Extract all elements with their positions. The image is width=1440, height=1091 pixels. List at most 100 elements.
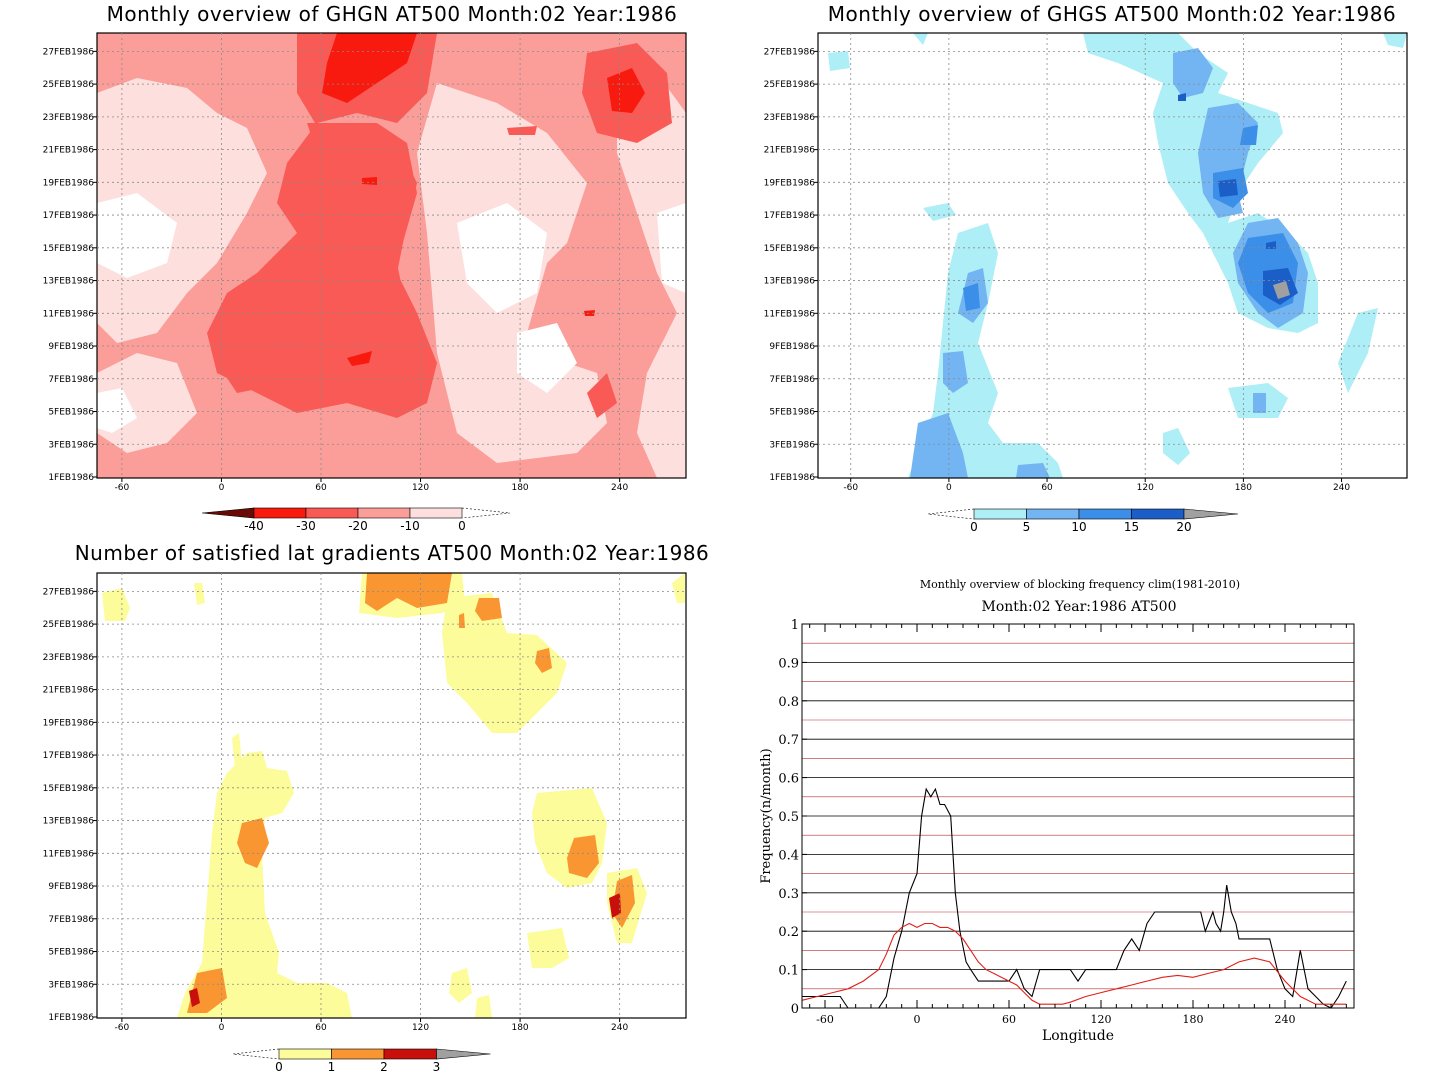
- freq-x-tick-label: 120: [1091, 1013, 1112, 1026]
- gradients-colorbar-swatch: [331, 1048, 385, 1060]
- freq-y-tick-label: 0.5: [778, 810, 799, 825]
- freq-y-tick-label: 1: [791, 618, 799, 633]
- gradients-region-one: [194, 583, 205, 605]
- ghgn-y-tick-label: 5FEB1986: [48, 408, 94, 418]
- ghgn-colorbar-label: -20: [348, 519, 368, 533]
- gradients-y-tick-label: 25FEB1986: [43, 620, 95, 630]
- freq-y-tick-label: 0.7: [778, 733, 799, 748]
- gradients-x-tick-label: -60: [115, 1023, 130, 1033]
- ghgn-region-medium: [297, 123, 427, 403]
- gradients-colorbar-upper-extension: [436, 1048, 491, 1060]
- ghgs-frame: [817, 32, 1408, 479]
- gradients-y-tick-label: 13FEB1986: [43, 817, 95, 827]
- ghgn-region-medium: [227, 373, 262, 393]
- ghgn-region-medium: [587, 373, 617, 418]
- ghgn-colorbar-label: -10: [400, 519, 420, 533]
- ghgs-y-tick-label: 25FEB1986: [764, 80, 816, 90]
- ghgn-x-ticks: -60 0 60 120 180 240: [115, 478, 628, 493]
- gradients-x-tick-label: 120: [412, 1023, 429, 1033]
- gradients-colorbar-label: 1: [328, 1060, 336, 1074]
- ghgs-region-mid: [1240, 125, 1258, 145]
- ghgn-y-tick-label: 13FEB1986: [43, 277, 95, 287]
- ghgn-region-white: [97, 388, 137, 433]
- gradients-region-two: [475, 598, 502, 621]
- gradients-region-two: [567, 835, 599, 878]
- ghgs-region-dark: [1218, 179, 1238, 197]
- ghgs-y-tick-label: 13FEB1986: [764, 277, 816, 287]
- ghgn-colorbar-label: -40: [244, 519, 264, 533]
- ghgs-y-tick-label: 19FEB1986: [764, 178, 816, 188]
- gradients-region-one: [475, 995, 492, 1018]
- ghgs-colorbar-lower-extension: [927, 508, 975, 520]
- ghgn-colorbar: -40 -30 -20 -10 0: [201, 507, 511, 533]
- freq-subtitle: Month:02 Year:1986 AT500: [982, 599, 1177, 615]
- gradients-region-one: [442, 593, 567, 733]
- gradients-colorbar-label: 3: [433, 1060, 441, 1074]
- gradients-y-tick-label: 3FEB1986: [48, 980, 94, 990]
- ghgn-plot-area: [97, 33, 686, 478]
- ghgs-x-tick-label: 240: [1333, 483, 1350, 493]
- ghgs-y-tick-label: 9FEB1986: [769, 342, 815, 352]
- ghgs-x-tick-label: -60: [843, 483, 858, 493]
- ghgs-region-dark: [1178, 93, 1186, 101]
- ghgs-region-lightest: [1163, 428, 1190, 465]
- ghgn-x-tick-label: 180: [511, 483, 528, 493]
- ghgn-region-dark: [362, 177, 377, 185]
- ghgs-region-mid: [963, 283, 980, 311]
- freq-x-tick-label: 240: [1275, 1013, 1296, 1026]
- gradients-y-tick-label: 5FEB1986: [48, 948, 94, 958]
- ghgn-y-tick-label: 3FEB1986: [48, 440, 94, 450]
- ghgn-y-tick-label: 1FEB1986: [48, 473, 94, 483]
- ghgn-colorbar-label: -30: [296, 519, 316, 533]
- ghgn-region-white: [457, 203, 547, 313]
- ghgn-region-dark: [322, 33, 417, 103]
- ghgs-plot-area: [818, 33, 1407, 478]
- gradients-y-tick-label: 21FEB1986: [43, 686, 95, 696]
- ghgn-region-dark: [607, 68, 645, 113]
- ghgs-y-tick-label: 11FEB1986: [764, 309, 816, 319]
- ghgs-y-tick-label: 3FEB1986: [769, 440, 815, 450]
- gradients-x-tick-label: 240: [611, 1023, 628, 1033]
- ghgs-region-light: [943, 351, 968, 393]
- ghgn-region-light: [617, 73, 686, 478]
- freq-grid: [802, 642, 1354, 990]
- ghgn-colorbar-swatch: [253, 507, 307, 519]
- freq-y-ticks: 0 0.1 0.2 0.3 0.4 0.5 0.6 0.7 0.8 0.9 1: [778, 618, 807, 1017]
- ghgs-region-lightest: [1338, 308, 1378, 393]
- ghgs-region-max: [1273, 281, 1290, 299]
- ghgn-contours: [97, 33, 686, 478]
- ghgs-region-light: [1173, 48, 1213, 98]
- freq-x-tick-label: 0: [914, 1013, 921, 1026]
- ghgs-region-light: [1016, 463, 1050, 478]
- gradients-region-three: [609, 893, 621, 918]
- ghgn-x-tick-label: 0: [219, 483, 225, 493]
- ghgs-x-tick-label: 60: [1041, 483, 1053, 493]
- gradients-frame: [96, 572, 687, 1019]
- ghgs-colorbar-label: 15: [1124, 520, 1139, 534]
- ghgs-title: Monthly overview of GHGS AT500 Month:02 …: [828, 2, 1396, 26]
- ghgn-region-light: [97, 78, 267, 343]
- ghgs-x-tick-label: 120: [1137, 483, 1154, 493]
- panel-blocking-frequency: Monthly overview of blocking frequency c…: [759, 578, 1355, 1044]
- freq-line-black: [802, 787, 1347, 1009]
- gradients-region-three: [189, 988, 200, 1007]
- ghgn-colorbar-label: 0: [458, 519, 466, 533]
- ghgs-colorbar-label: 20: [1176, 520, 1191, 534]
- ghgn-colorbar-upper-extension: [461, 507, 511, 519]
- ghgs-colorbar-label: 10: [1071, 520, 1086, 534]
- gradients-y-tick-label: 7FEB1986: [48, 915, 94, 925]
- gradients-y-tick-label: 15FEB1986: [43, 784, 95, 794]
- ghgn-title: Monthly overview of GHGN AT500 Month:02 …: [107, 2, 678, 26]
- ghgn-y-tick-label: 25FEB1986: [43, 80, 95, 90]
- ghgs-region-light: [1253, 393, 1266, 413]
- panel-ghgs: Monthly overview of GHGS AT500 Month:02 …: [764, 2, 1408, 534]
- freq-y-tick-label: 0: [791, 1002, 799, 1017]
- ghgs-y-tick-label: 27FEB1986: [764, 47, 816, 57]
- gradients-colorbar-swatch: [278, 1048, 332, 1060]
- ghgs-colorbar-label: 5: [1023, 520, 1031, 534]
- gradients-region-one: [102, 588, 130, 621]
- freq-x-tick-label: -60: [816, 1013, 834, 1026]
- freq-y-axis-label: Frequency(n/month): [759, 748, 774, 883]
- ghgn-region-dark: [584, 310, 595, 316]
